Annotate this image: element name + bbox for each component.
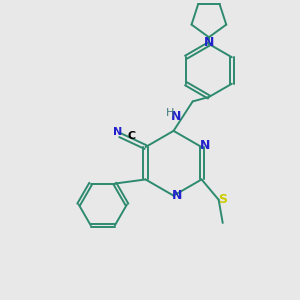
Text: N: N [200, 139, 210, 152]
Text: N: N [172, 189, 182, 202]
Text: H: H [166, 108, 174, 118]
Text: N: N [171, 110, 181, 123]
Text: N: N [112, 127, 122, 137]
Text: N: N [204, 36, 214, 49]
Text: S: S [218, 193, 227, 206]
Text: C: C [128, 131, 136, 141]
